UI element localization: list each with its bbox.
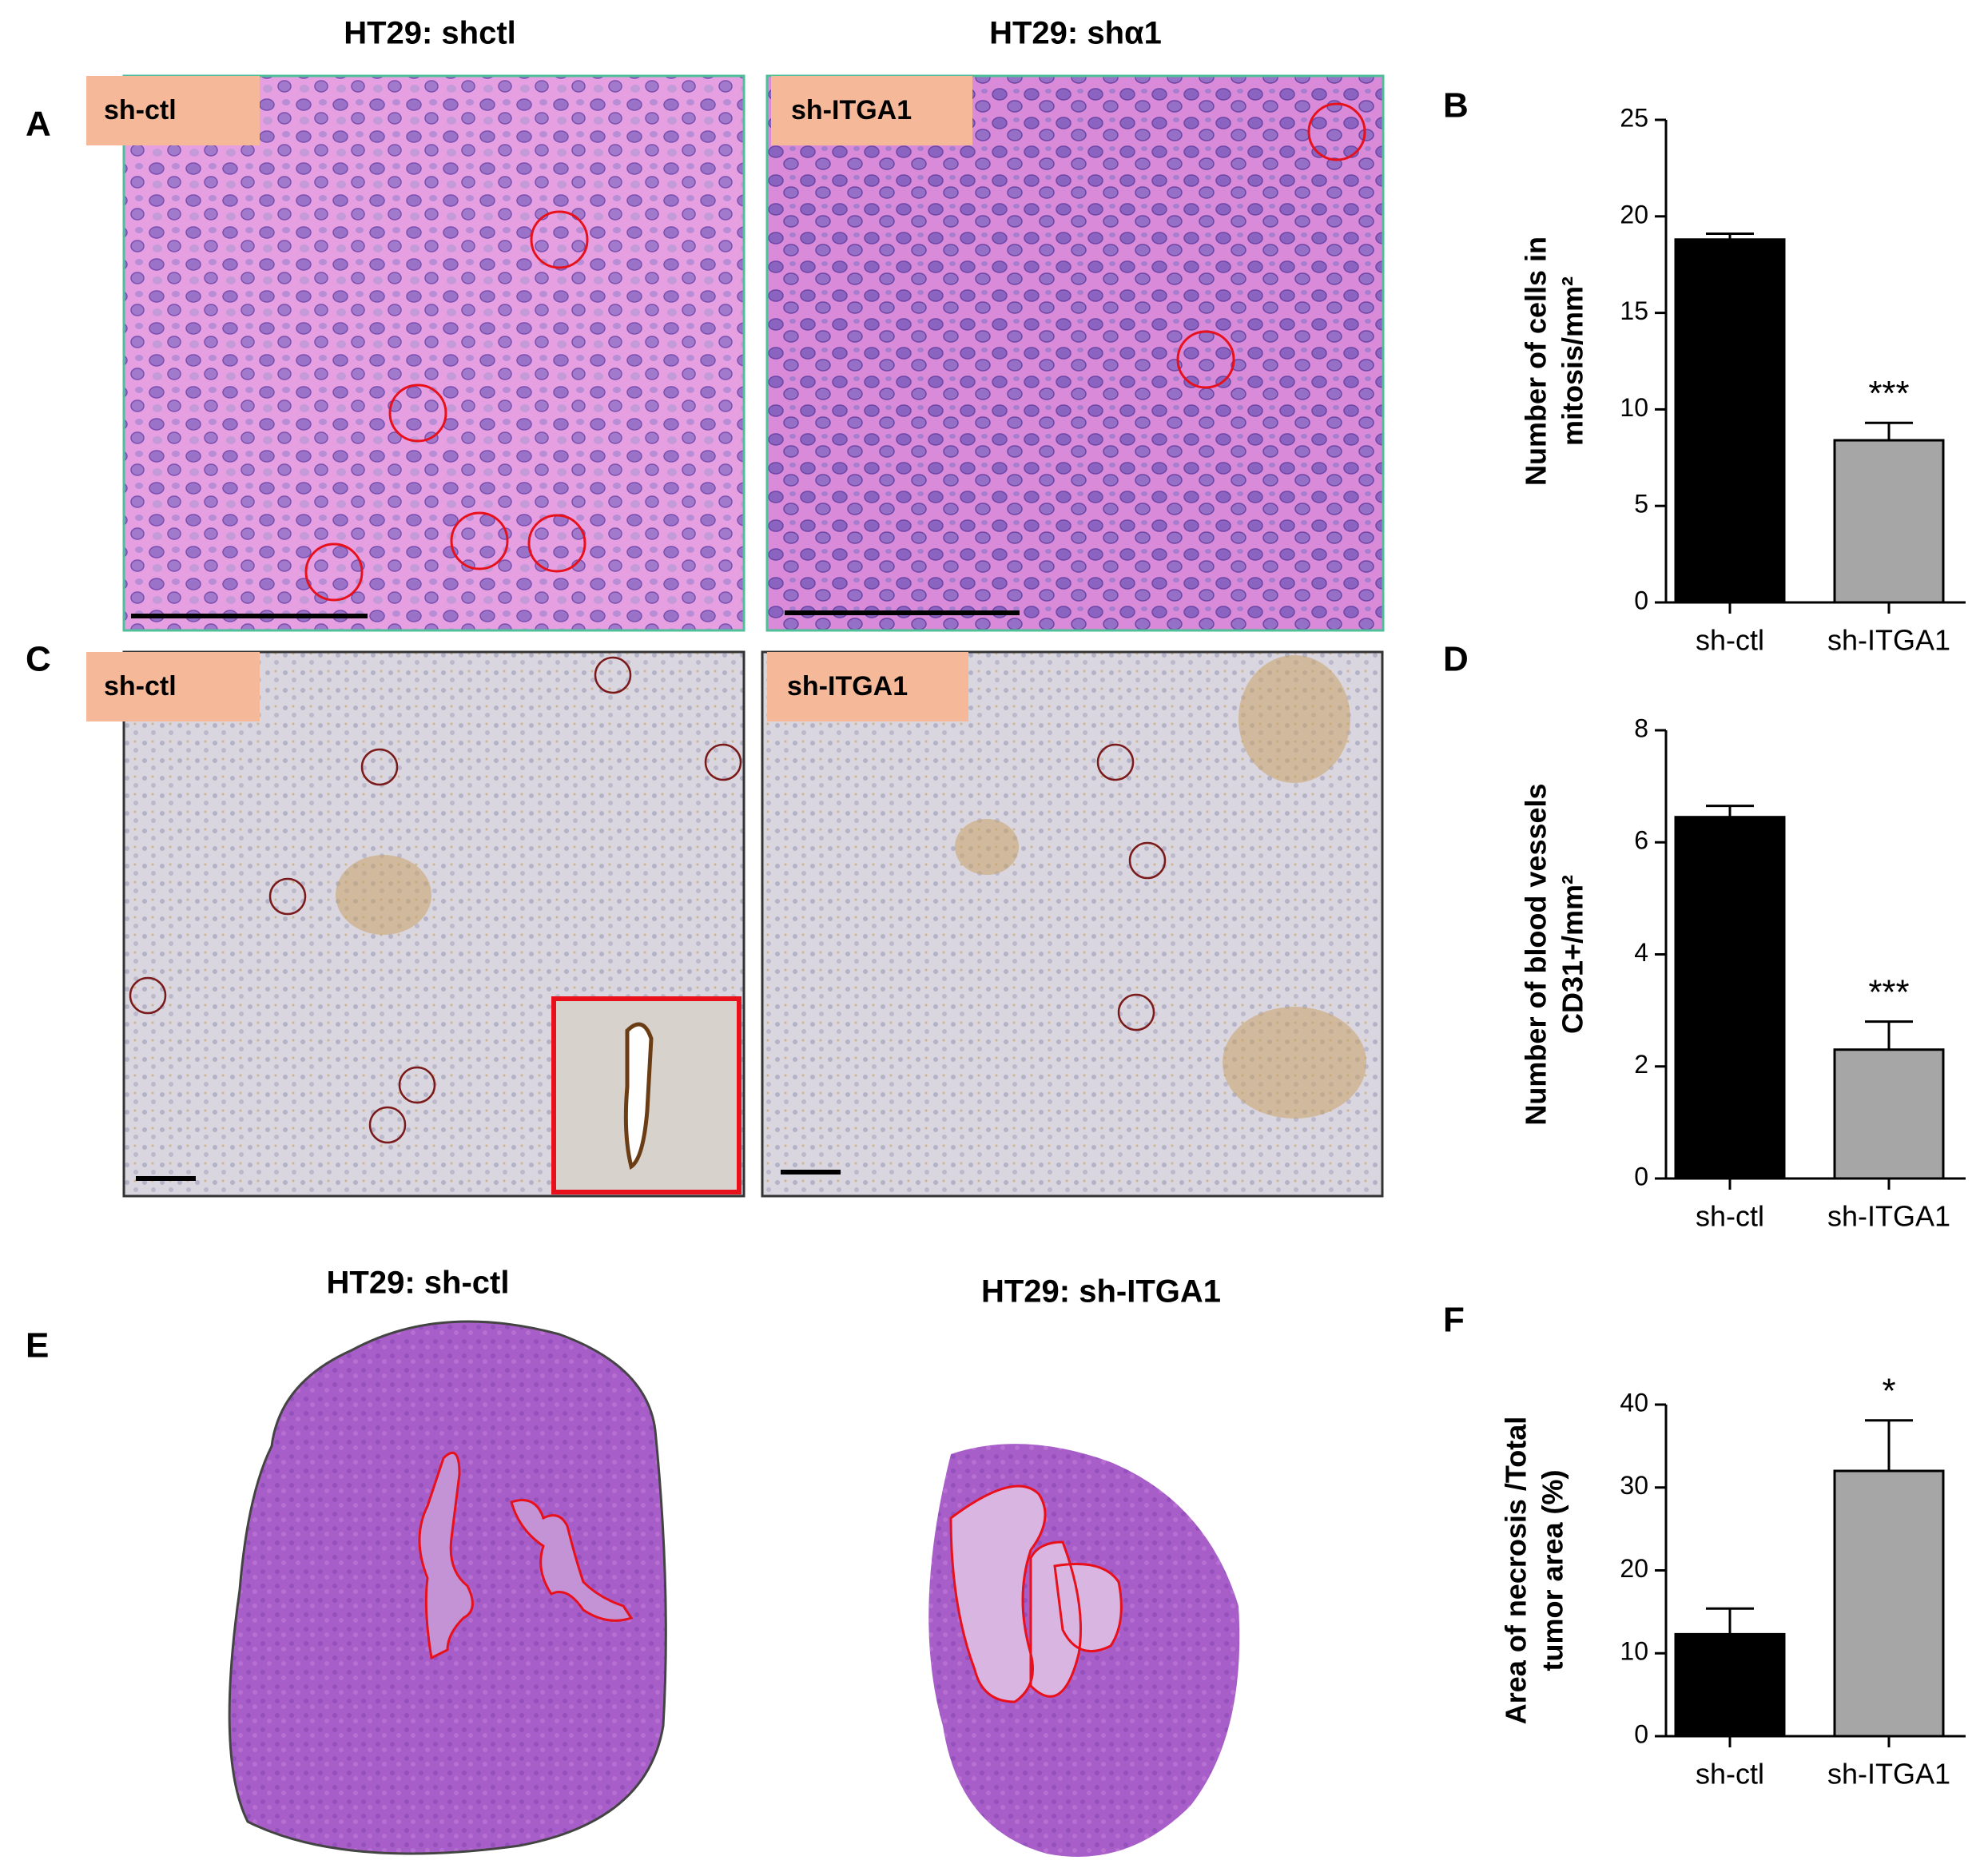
image-title: HT29: shctl <box>344 16 516 51</box>
bar <box>1674 1632 1786 1738</box>
vessel-circles <box>129 656 1167 1144</box>
bar <box>1833 439 1945 604</box>
y-axis-label: mitosis/mm² <box>1557 276 1589 446</box>
inset-vessel <box>623 1022 654 1171</box>
panel-letter: C <box>26 640 51 679</box>
tag-box <box>771 76 972 145</box>
bar <box>1674 238 1786 604</box>
y-tick-label: 0 <box>1634 1162 1648 1190</box>
tag-box <box>767 652 968 721</box>
image-title: HT29: sh-ctl <box>327 1266 510 1301</box>
image-title: HT29: sh-ITGA1 <box>981 1274 1221 1310</box>
x-tick-label: sh-ITGA1 <box>1827 1200 1950 1233</box>
panel-letter: B <box>1443 86 1469 125</box>
y-tick-label: 20 <box>1620 200 1648 229</box>
image-tag: sh-ITGA1 <box>791 95 912 125</box>
significance: * <box>1882 1371 1895 1410</box>
y-tick-label: 2 <box>1634 1050 1648 1079</box>
bar <box>1833 1048 1945 1180</box>
necrosis-outline <box>949 1485 1123 1703</box>
y-tick-label: 10 <box>1620 1637 1648 1666</box>
x-tick-label: sh-ITGA1 <box>1827 1758 1950 1791</box>
y-tick-label: 8 <box>1634 713 1648 742</box>
necrosis-outline <box>418 1451 634 1660</box>
panel-letter: E <box>26 1326 49 1365</box>
x-tick-label: sh-ctl <box>1696 1758 1764 1791</box>
image-title: HT29: shα1 <box>989 16 1162 51</box>
y-axis-label: Number of cells in <box>1520 236 1553 486</box>
y-axis-label: tumor area (%) <box>1537 1469 1569 1671</box>
y-tick-label: 20 <box>1620 1554 1648 1583</box>
y-axis-label: Area of necrosis /Total <box>1500 1417 1533 1724</box>
image-tag: sh-ctl <box>104 671 177 702</box>
significance: *** <box>1868 972 1909 1012</box>
y-tick-label: 30 <box>1620 1471 1648 1500</box>
y-axis-label: Number of blood vessels <box>1520 783 1553 1125</box>
x-tick-label: sh-ITGA1 <box>1827 624 1950 657</box>
bar <box>1674 816 1786 1180</box>
he-image <box>765 74 1385 632</box>
y-tick-label: 5 <box>1634 490 1648 519</box>
y-tick-label: 6 <box>1634 826 1648 855</box>
y-tick-label: 0 <box>1634 1719 1648 1748</box>
y-tick-label: 10 <box>1620 393 1648 422</box>
y-tick-label: 25 <box>1620 103 1648 132</box>
image-tag: sh-ctl <box>104 95 177 125</box>
panel-letter: A <box>26 105 51 144</box>
panel-letter: D <box>1443 640 1469 679</box>
y-tick-label: 0 <box>1634 586 1648 614</box>
y-tick-label: 15 <box>1620 296 1648 325</box>
he-image <box>122 74 745 632</box>
significance: *** <box>1868 374 1909 413</box>
stain-patches <box>336 655 1366 1119</box>
x-tick-label: sh-ctl <box>1696 1200 1764 1233</box>
tag-box <box>86 652 260 721</box>
mitosis-circles <box>304 102 1366 602</box>
tag-box <box>86 76 260 145</box>
bar <box>1833 1469 1945 1738</box>
image-tag: sh-ITGA1 <box>787 671 908 702</box>
y-tick-label: 4 <box>1634 938 1648 967</box>
panel-letter: F <box>1443 1301 1465 1340</box>
x-tick-label: sh-ctl <box>1696 624 1764 657</box>
y-axis-label: CD31+/mm² <box>1557 875 1589 1034</box>
y-tick-label: 40 <box>1620 1388 1648 1417</box>
